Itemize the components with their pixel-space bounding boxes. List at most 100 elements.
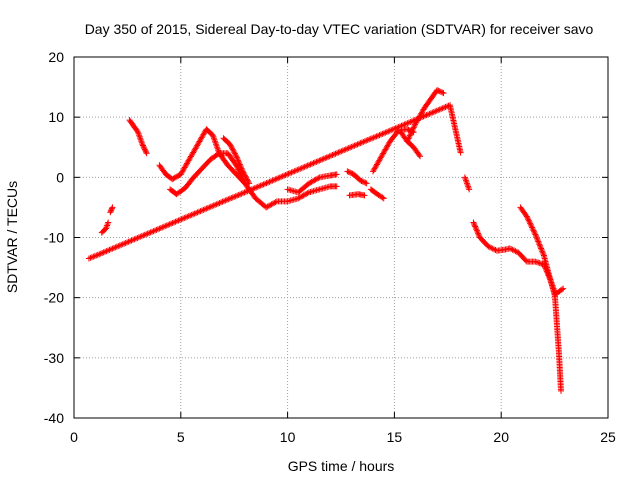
data-point — [241, 170, 248, 177]
data-point — [359, 178, 366, 185]
data-point — [372, 133, 379, 140]
data-point — [408, 128, 415, 135]
data-point — [222, 197, 229, 204]
x-tick-label: 25 — [600, 429, 616, 445]
data-point — [178, 216, 185, 223]
x-tick-label: 0 — [70, 429, 78, 445]
data-point — [383, 128, 390, 135]
data-point — [273, 175, 280, 182]
data-point — [363, 137, 370, 144]
data-point — [346, 169, 353, 176]
data-point — [242, 173, 249, 180]
data-point — [190, 211, 197, 218]
data-marks — [85, 87, 567, 394]
data-point — [405, 135, 412, 142]
data-point — [240, 169, 247, 176]
data-point — [157, 224, 164, 231]
data-point — [489, 245, 496, 252]
data-point — [286, 170, 293, 177]
data-point — [345, 168, 352, 175]
data-point — [244, 177, 251, 184]
data-point — [298, 165, 305, 172]
data-point — [471, 222, 478, 229]
data-point — [358, 139, 365, 146]
data-point — [401, 121, 408, 128]
data-point — [242, 188, 249, 195]
data-point — [410, 124, 417, 131]
data-point — [524, 214, 531, 221]
data-point — [165, 221, 172, 228]
data-point — [439, 105, 446, 112]
data-point — [225, 196, 232, 203]
data-point — [523, 213, 530, 220]
data-point — [404, 120, 411, 127]
data-point — [536, 242, 543, 249]
data-point — [213, 201, 220, 208]
data-point — [382, 129, 389, 136]
data-point — [105, 247, 112, 254]
data-point — [266, 178, 273, 185]
data-point — [91, 253, 98, 260]
series-arc-13 — [404, 87, 447, 145]
data-point — [210, 202, 217, 209]
data-point — [336, 148, 343, 155]
data-point — [534, 237, 541, 244]
data-point — [472, 224, 479, 231]
data-point — [423, 112, 430, 119]
data-point — [231, 150, 238, 157]
data-point — [433, 107, 440, 114]
data-point — [85, 255, 92, 262]
data-point — [196, 208, 203, 215]
data-point — [237, 162, 244, 169]
data-point — [332, 150, 339, 157]
data-point — [364, 137, 371, 144]
data-point — [333, 171, 340, 178]
data-point — [241, 189, 248, 196]
data-point — [473, 226, 480, 233]
data-point — [320, 155, 327, 162]
data-point — [319, 156, 326, 163]
data-point — [103, 248, 110, 255]
axis-ticks: 0 5 10 15 20 25 -40 -30 -20 -10 0 10 20 — [44, 49, 616, 445]
data-point — [137, 233, 144, 240]
data-point — [329, 152, 336, 159]
data-point — [333, 150, 340, 157]
data-point — [229, 145, 236, 152]
data-point — [348, 143, 355, 150]
data-point — [304, 190, 311, 197]
series-arc-17 — [551, 288, 565, 394]
data-point — [253, 184, 260, 191]
series-arc-16 — [517, 204, 558, 295]
data-point — [486, 244, 493, 251]
data-point — [87, 254, 94, 261]
data-point — [508, 246, 515, 253]
data-point — [328, 152, 335, 159]
data-point — [315, 175, 322, 182]
data-point — [215, 151, 222, 158]
data-point — [147, 229, 154, 236]
data-point — [281, 172, 288, 179]
data-point — [373, 133, 380, 140]
data-point — [237, 164, 244, 171]
data-point — [389, 126, 396, 133]
y-tick-label: 20 — [48, 49, 64, 65]
data-point — [139, 141, 146, 148]
data-point — [432, 108, 439, 115]
data-point — [239, 168, 246, 175]
y-tick-label: 0 — [56, 169, 64, 185]
data-point — [536, 260, 543, 267]
data-point — [441, 104, 448, 111]
data-point — [525, 216, 532, 223]
data-point — [311, 159, 318, 166]
data-point — [124, 239, 131, 246]
data-point — [220, 198, 227, 205]
data-point — [529, 225, 536, 232]
data-point — [558, 387, 565, 394]
data-point — [272, 176, 279, 183]
data-point — [219, 198, 226, 205]
data-point — [139, 142, 146, 149]
series-arc-9 — [346, 191, 368, 199]
y-tick-label: -10 — [44, 230, 64, 246]
data-point — [131, 236, 138, 243]
data-point — [235, 157, 242, 164]
